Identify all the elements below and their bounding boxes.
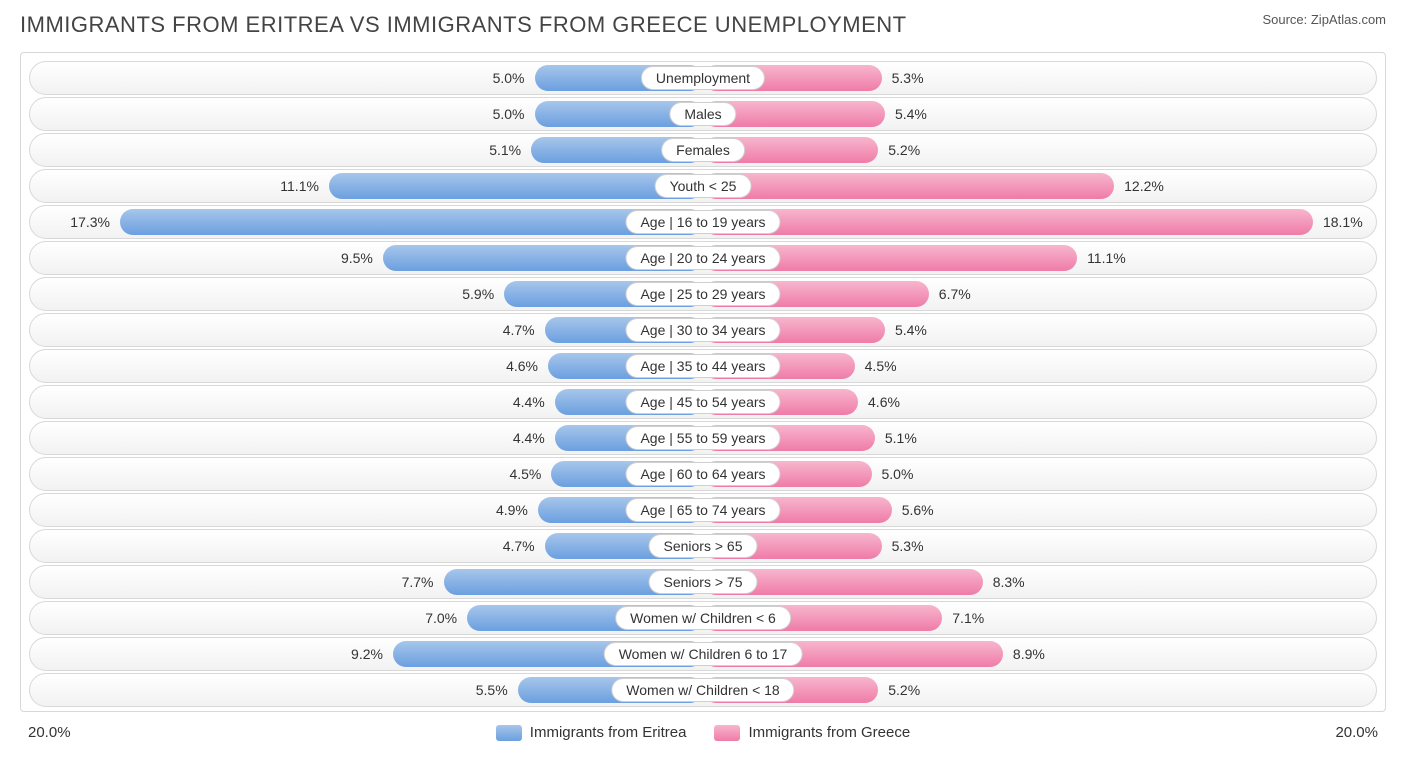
value-label-right: 12.2%: [1118, 173, 1170, 199]
legend: Immigrants from Eritrea Immigrants from …: [496, 724, 910, 741]
chart-row: 4.4% 4.6% Age | 45 to 54 years: [29, 385, 1377, 419]
chart-row: 17.3% 18.1% Age | 16 to 19 years: [29, 205, 1377, 239]
category-label: Seniors > 75: [649, 570, 758, 594]
value-label-left: 4.7%: [497, 533, 541, 559]
bar-right: [703, 209, 1313, 235]
legend-label-left: Immigrants from Eritrea: [530, 724, 687, 741]
category-label: Age | 30 to 34 years: [625, 318, 780, 342]
value-label-left: 4.4%: [507, 389, 551, 415]
legend-swatch-right: [714, 725, 740, 741]
chart-row: 11.1% 12.2% Youth < 25: [29, 169, 1377, 203]
tornado-chart: 5.0% 5.3% Unemployment 5.0% 5.4% Males 5.1% 5.2…: [20, 52, 1386, 712]
value-label-left: 17.3%: [64, 209, 116, 235]
value-label-right: 8.9%: [1007, 641, 1051, 667]
value-label-right: 5.2%: [882, 677, 926, 703]
chart-row: 5.5% 5.2% Women w/ Children < 18: [29, 673, 1377, 707]
chart-row: 4.5% 5.0% Age | 60 to 64 years: [29, 457, 1377, 491]
value-label-left: 7.0%: [419, 605, 463, 631]
chart-row: 4.4% 5.1% Age | 55 to 59 years: [29, 421, 1377, 455]
source-attribution: Source: ZipAtlas.com: [1262, 12, 1386, 27]
value-label-left: 4.6%: [500, 353, 544, 379]
chart-row: 9.2% 8.9% Women w/ Children 6 to 17: [29, 637, 1377, 671]
chart-container: IMMIGRANTS FROM ERITREA VS IMMIGRANTS FR…: [0, 0, 1406, 757]
value-label-right: 11.1%: [1081, 245, 1132, 271]
chart-title: IMMIGRANTS FROM ERITREA VS IMMIGRANTS FR…: [20, 12, 907, 38]
chart-row: 7.7% 8.3% Seniors > 75: [29, 565, 1377, 599]
bar-left: [329, 173, 703, 199]
value-label-right: 5.4%: [889, 317, 933, 343]
value-label-left: 4.5%: [503, 461, 547, 487]
category-label: Women w/ Children < 18: [611, 678, 794, 702]
value-label-left: 4.7%: [497, 317, 541, 343]
value-label-left: 9.5%: [335, 245, 379, 271]
value-label-right: 5.3%: [886, 533, 930, 559]
value-label-left: 5.9%: [456, 281, 500, 307]
category-label: Age | 55 to 59 years: [625, 426, 780, 450]
value-label-right: 4.5%: [859, 353, 903, 379]
category-label: Age | 16 to 19 years: [625, 210, 780, 234]
value-label-right: 7.1%: [946, 605, 990, 631]
value-label-left: 5.5%: [470, 677, 514, 703]
category-label: Unemployment: [641, 66, 765, 90]
value-label-right: 6.7%: [933, 281, 977, 307]
value-label-right: 8.3%: [987, 569, 1031, 595]
category-label: Age | 35 to 44 years: [625, 354, 780, 378]
value-label-right: 5.1%: [879, 425, 923, 451]
legend-swatch-left: [496, 725, 522, 741]
axis-max-right: 20.0%: [1335, 724, 1378, 741]
value-label-left: 5.0%: [487, 65, 531, 91]
chart-row: 5.0% 5.3% Unemployment: [29, 61, 1377, 95]
category-label: Seniors > 65: [649, 534, 758, 558]
legend-item-left: Immigrants from Eritrea: [496, 724, 687, 741]
chart-row: 4.7% 5.3% Seniors > 65: [29, 529, 1377, 563]
chart-row: 5.9% 6.7% Age | 25 to 29 years: [29, 277, 1377, 311]
category-label: Age | 65 to 74 years: [625, 498, 780, 522]
value-label-left: 4.4%: [507, 425, 551, 451]
category-label: Women w/ Children < 6: [615, 606, 791, 630]
chart-row: 4.6% 4.5% Age | 35 to 44 years: [29, 349, 1377, 383]
value-label-right: 5.6%: [896, 497, 940, 523]
value-label-right: 5.3%: [886, 65, 930, 91]
category-label: Males: [669, 102, 736, 126]
bar-left: [120, 209, 703, 235]
value-label-right: 5.2%: [882, 137, 926, 163]
legend-label-right: Immigrants from Greece: [748, 724, 910, 741]
legend-item-right: Immigrants from Greece: [714, 724, 910, 741]
category-label: Females: [661, 138, 745, 162]
header: IMMIGRANTS FROM ERITREA VS IMMIGRANTS FR…: [20, 12, 1386, 38]
category-label: Women w/ Children 6 to 17: [604, 642, 803, 666]
chart-row: 5.1% 5.2% Females: [29, 133, 1377, 167]
chart-row: 7.0% 7.1% Women w/ Children < 6: [29, 601, 1377, 635]
chart-row: 4.9% 5.6% Age | 65 to 74 years: [29, 493, 1377, 527]
value-label-left: 7.7%: [396, 569, 440, 595]
value-label-right: 18.1%: [1317, 209, 1369, 235]
value-label-left: 5.0%: [487, 101, 531, 127]
value-label-left: 11.1%: [274, 173, 325, 199]
value-label-right: 5.4%: [889, 101, 933, 127]
value-label-left: 5.1%: [483, 137, 527, 163]
bar-right: [703, 173, 1114, 199]
axis-max-left: 20.0%: [28, 724, 71, 741]
value-label-left: 9.2%: [345, 641, 389, 667]
value-label-right: 4.6%: [862, 389, 906, 415]
category-label: Age | 60 to 64 years: [625, 462, 780, 486]
category-label: Age | 25 to 29 years: [625, 282, 780, 306]
category-label: Age | 20 to 24 years: [625, 246, 780, 270]
category-label: Age | 45 to 54 years: [625, 390, 780, 414]
chart-row: 5.0% 5.4% Males: [29, 97, 1377, 131]
category-label: Youth < 25: [655, 174, 752, 198]
value-label-right: 5.0%: [876, 461, 920, 487]
value-label-left: 4.9%: [490, 497, 534, 523]
chart-row: 4.7% 5.4% Age | 30 to 34 years: [29, 313, 1377, 347]
chart-footer: 20.0% Immigrants from Eritrea Immigrants…: [20, 716, 1386, 743]
chart-row: 9.5% 11.1% Age | 20 to 24 years: [29, 241, 1377, 275]
